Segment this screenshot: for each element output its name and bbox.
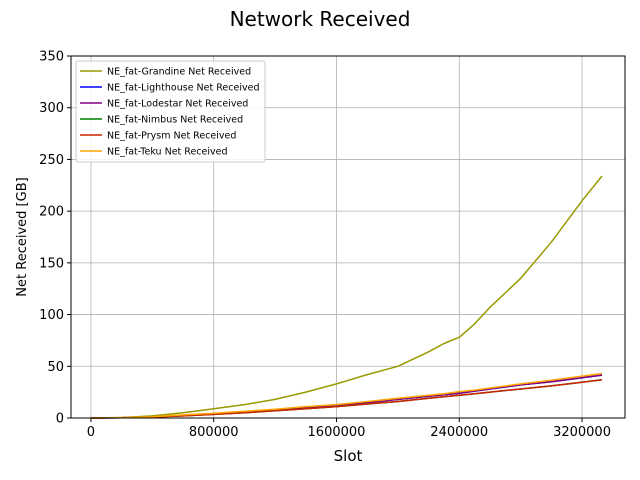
x-tick-label: 1600000 [308, 425, 366, 440]
y-tick-label: 300 [39, 101, 64, 116]
legend-label: NE_fat-Lighthouse Net Received [107, 83, 259, 94]
x-tick-label: 0 [87, 425, 95, 440]
series-line-5 [90, 372, 603, 419]
legend-label: NE_fat-Prysm Net Received [107, 131, 236, 142]
legend-label: NE_fat-Nimbus Net Received [107, 115, 243, 126]
legend-label: NE_fat-Teku Net Received [107, 147, 228, 158]
series-line-4 [90, 378, 603, 419]
x-axis-ticks: 0 800000 1600000 2400000 3200000 [87, 418, 611, 440]
legend-box [75, 60, 266, 163]
x-tick-label: 2400000 [430, 425, 488, 440]
legend: NE_fat-Grandine Net Received NE_fat-Light… [75, 60, 266, 163]
y-tick-label: 350 [39, 50, 64, 65]
y-tick-label: 150 [39, 256, 64, 271]
plot-frame [70, 55, 626, 419]
x-tick-label: 3200000 [553, 425, 611, 440]
chart-title: Network Received [230, 7, 411, 31]
y-tick-label: 0 [56, 412, 64, 427]
y-tick-label: 100 [39, 308, 64, 323]
y-tick-label: 200 [39, 205, 64, 220]
series-lines [90, 175, 603, 419]
series-line-0 [90, 175, 603, 419]
y-tick-label: 250 [39, 153, 64, 168]
y-axis-label: Net Received [GB] [15, 177, 30, 296]
x-axis-label: Slot [334, 447, 363, 465]
legend-label: NE_fat-Grandine Net Received [107, 67, 251, 78]
y-axis-ticks: 0 50 100 150 200 250 300 350 [39, 50, 71, 427]
y-tick-label: 50 [47, 360, 64, 375]
series-line-3 [90, 378, 603, 419]
x-tick-label: 800000 [189, 425, 239, 440]
legend-label: NE_fat-Lodestar Net Received [107, 99, 248, 110]
